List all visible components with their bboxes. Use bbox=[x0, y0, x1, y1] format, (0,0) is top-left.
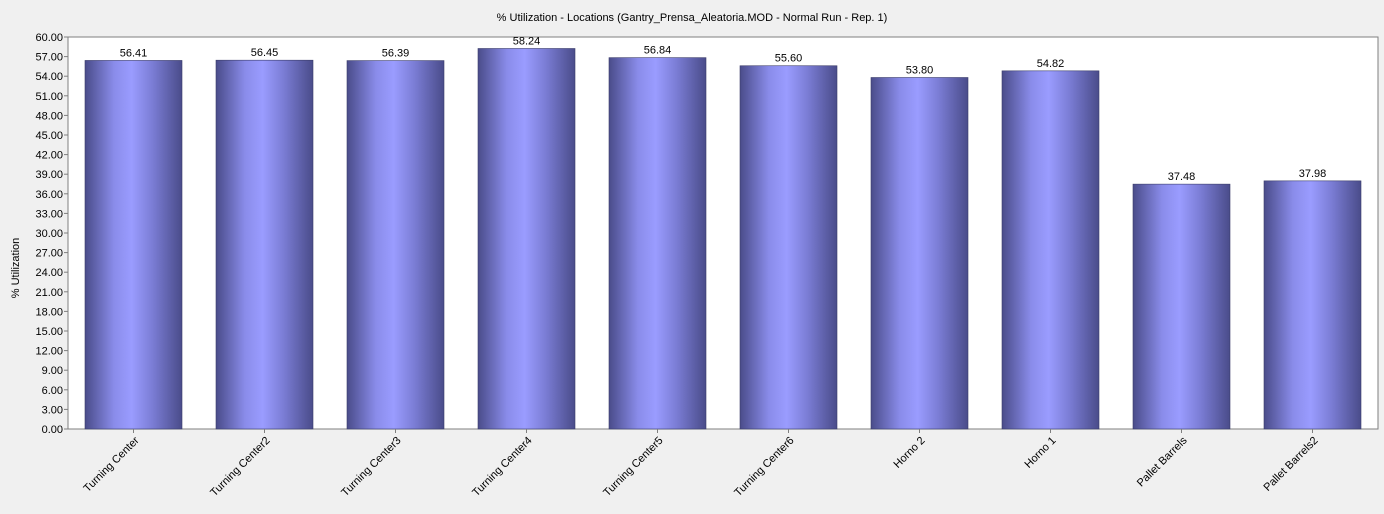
bar-value-label: 58.24 bbox=[513, 35, 541, 47]
y-tick-label: 24.00 bbox=[35, 267, 63, 279]
bar-horno-1 bbox=[1001, 70, 1100, 430]
y-tick-label: 54.00 bbox=[35, 71, 63, 83]
bar-value-label: 37.48 bbox=[1168, 171, 1196, 183]
y-tick-label: 15.00 bbox=[35, 326, 63, 338]
y-tick-label: 3.00 bbox=[42, 404, 63, 416]
y-tick-label: 6.00 bbox=[42, 385, 63, 397]
bar-horno-2 bbox=[870, 77, 969, 430]
bar-value-label: 56.39 bbox=[382, 48, 410, 60]
x-category-label: Turning Center bbox=[82, 434, 142, 494]
bar-value-label: 56.45 bbox=[251, 47, 279, 59]
x-category-label: Turning Center6 bbox=[732, 435, 796, 499]
y-tick-label: 48.00 bbox=[35, 110, 63, 122]
y-tick-label: 18.00 bbox=[35, 306, 63, 318]
bar-turning-center5 bbox=[608, 57, 707, 430]
bar-turning-center2 bbox=[215, 59, 314, 430]
x-category-label: Turning Center2 bbox=[208, 435, 272, 499]
x-category-label: Pallet Barrels2 bbox=[1262, 435, 1321, 494]
x-category-label: Turning Center4 bbox=[470, 435, 534, 499]
y-tick-label: 33.00 bbox=[35, 208, 63, 220]
y-tick-label: 57.00 bbox=[35, 52, 63, 64]
x-category-label: Turning Center5 bbox=[601, 435, 665, 499]
y-tick-label: 30.00 bbox=[35, 228, 63, 240]
y-tick-label: 45.00 bbox=[35, 130, 63, 142]
y-tick-label: 51.00 bbox=[35, 91, 63, 103]
bar-value-label: 56.41 bbox=[120, 47, 148, 59]
bar-pallet-barrels bbox=[1132, 183, 1231, 430]
bar-turning-center6 bbox=[739, 65, 838, 430]
y-tick-label: 12.00 bbox=[35, 346, 63, 358]
y-tick-label: 36.00 bbox=[35, 189, 63, 201]
bar-value-label: 53.80 bbox=[906, 65, 934, 77]
x-category-label: Horno 2 bbox=[891, 435, 927, 471]
y-tick-label: 9.00 bbox=[42, 365, 63, 377]
bar-turning-center3 bbox=[346, 60, 445, 430]
x-category-label: Turning Center3 bbox=[339, 435, 403, 499]
x-category-label: Horno 1 bbox=[1022, 435, 1058, 471]
bar-value-label: 55.60 bbox=[775, 53, 803, 65]
y-tick-label: 39.00 bbox=[35, 169, 63, 181]
chart-title: % Utilization - Locations (Gantry_Prensa… bbox=[497, 12, 888, 24]
y-tick-label: 0.00 bbox=[42, 424, 63, 436]
x-axis: Turning Center Turning Center2 Turning Cen… bbox=[82, 429, 1321, 499]
bar-value-label: 37.98 bbox=[1299, 168, 1327, 180]
x-category-label: Pallet Barrels bbox=[1135, 434, 1190, 489]
bar-turning-center bbox=[84, 60, 183, 430]
bar-turning-center4 bbox=[477, 48, 576, 430]
y-axis-title: % Utilization bbox=[10, 238, 22, 299]
value-labels-group: 56.41 56.45 56.39 58.24 56.84 55.60 53.80 54.82… bbox=[120, 35, 1327, 183]
y-tick-label: 21.00 bbox=[35, 287, 63, 299]
y-tick-label: 42.00 bbox=[35, 150, 63, 162]
bar-value-label: 54.82 bbox=[1037, 58, 1065, 70]
y-tick-label: 60.00 bbox=[35, 32, 63, 44]
bar-value-label: 56.84 bbox=[644, 45, 672, 57]
bar-pallet-barrels2 bbox=[1263, 180, 1362, 430]
y-axis: 0.00 3.00 6.00 9.00 12.00 15.00 18.00 21.00 24.0… bbox=[35, 32, 68, 436]
y-tick-label: 27.00 bbox=[35, 248, 63, 260]
bars-group bbox=[84, 48, 1362, 430]
